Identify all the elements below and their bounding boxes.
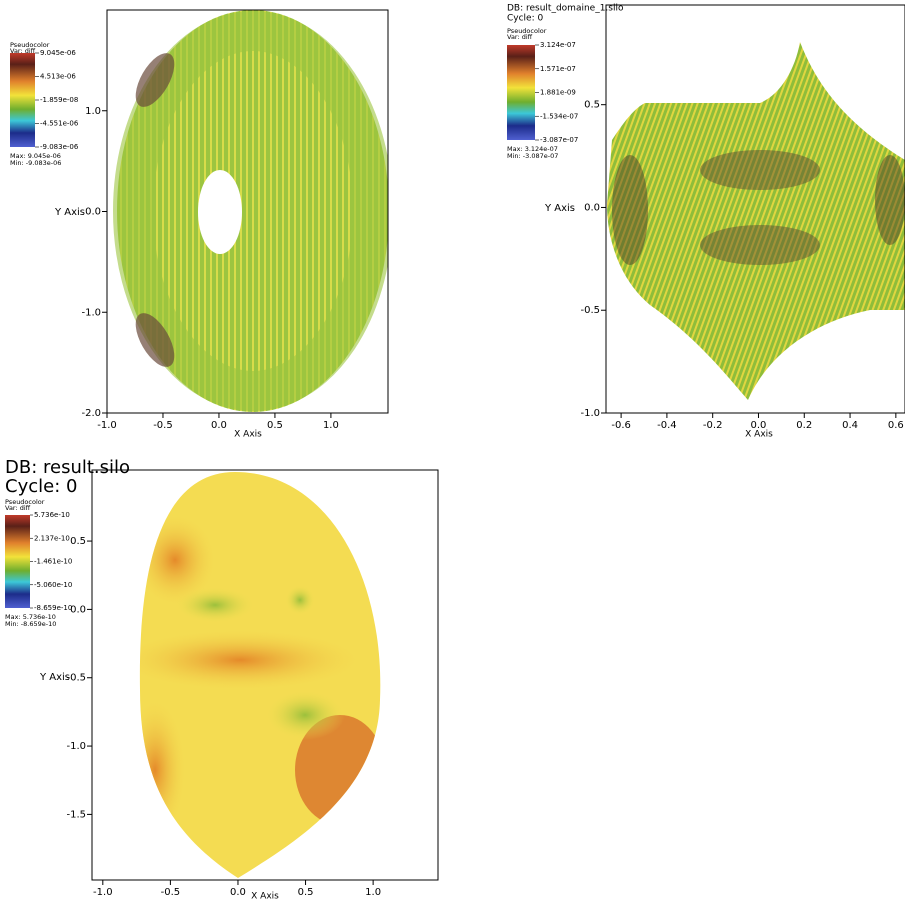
field-2 (607, 42, 905, 400)
x-tick-label: -0.4 (657, 420, 677, 431)
y-tick-label: -1.0 (81, 307, 101, 318)
legend-min: Min: -8.659e-10 (5, 620, 56, 628)
x-tick-label: -0.5 (161, 887, 181, 898)
x-tick-label: 1.0 (323, 420, 339, 431)
colorbar-label: 1.881e-09 (540, 89, 576, 97)
x-tick-label: 0.6 (888, 420, 904, 431)
x-tick-label: -0.5 (153, 420, 173, 431)
y-tick-label: -1.0 (66, 741, 86, 752)
x-tick-label: 0.0 (211, 420, 227, 431)
y-tick-label: -2.0 (81, 408, 101, 419)
colorbar-label: -3.087e-07 (540, 136, 578, 144)
y-axis-title: Y Axis (39, 672, 70, 683)
x-tick-label: -1.0 (97, 420, 117, 431)
y-tick-label: 0.0 (584, 202, 600, 213)
colorbar (507, 45, 535, 140)
colorbar-label: -1.859e-08 (40, 96, 78, 104)
colorbar-label: 5.736e-10 (34, 511, 70, 519)
y-axis-title: Y Axis (544, 203, 575, 214)
visit-window: -1.0-0.50.00.51.0-2.0-1.00.01.0X AxisY A… (0, 0, 905, 904)
x-tick-label: 0.5 (298, 887, 314, 898)
colorbar-label: -8.659e-10 (34, 604, 72, 612)
colorbar-label: -4.551e-06 (40, 120, 79, 128)
x-axis-title: X Axis (251, 892, 279, 902)
x-tick-label: 0.4 (842, 420, 858, 431)
colorbar-label: 2.137e-10 (34, 534, 70, 542)
y-axis-title: Y Axis (54, 207, 85, 218)
colorbar (5, 515, 30, 608)
cycle-label: Cycle: 0 (5, 476, 77, 497)
y-tick-label: 0.0 (85, 207, 101, 218)
x-axis-title: X Axis (234, 430, 262, 440)
field-1 (117, 10, 389, 412)
x-tick-label: -0.6 (611, 420, 631, 431)
db-title: DB: result.silo (5, 457, 130, 478)
colorbar-label: -5.060e-10 (34, 581, 72, 589)
y-tick-label: -1.0 (580, 408, 600, 419)
y-tick-label: 0.5 (70, 536, 86, 547)
y-tick-label: 0.0 (70, 604, 86, 615)
colorbar-label: -1.461e-10 (34, 558, 72, 566)
colorbar-label: 9.045e-06 (40, 49, 76, 57)
x-tick-label: -1.0 (93, 887, 113, 898)
y-tick-label: 1.0 (85, 106, 101, 117)
legend-min: Min: -3.087e-07 (507, 152, 558, 160)
field-3 (120, 465, 390, 885)
db-title: DB: result_domaine_1.silo (507, 4, 624, 14)
colorbar-label: 4.513e-06 (40, 73, 76, 81)
colorbar-label: -9.083e-06 (40, 143, 79, 151)
colorbar (10, 53, 35, 147)
colorbar-label: -1.534e-07 (540, 112, 578, 120)
cycle-label: Cycle: 0 (507, 14, 543, 24)
x-tick-label: -0.2 (703, 420, 723, 431)
x-tick-label: 1.0 (365, 887, 381, 898)
y-tick-label: 0.5 (584, 100, 600, 111)
x-tick-label: 0.5 (267, 420, 283, 431)
x-tick-label: 0.2 (796, 420, 812, 431)
y-tick-label: -0.5 (580, 305, 600, 316)
legend-var: Var: diff (5, 504, 31, 512)
x-tick-label: 0.0 (230, 887, 246, 898)
y-tick-label: -1.5 (66, 809, 86, 820)
x-axis-title: X Axis (745, 430, 773, 440)
legend-var: Var: diff (507, 33, 533, 41)
legend-min: Min: -9.083e-06 (10, 159, 61, 167)
colorbar-label: 3.124e-07 (540, 41, 576, 49)
colorbar-label: 1.571e-07 (540, 65, 576, 73)
